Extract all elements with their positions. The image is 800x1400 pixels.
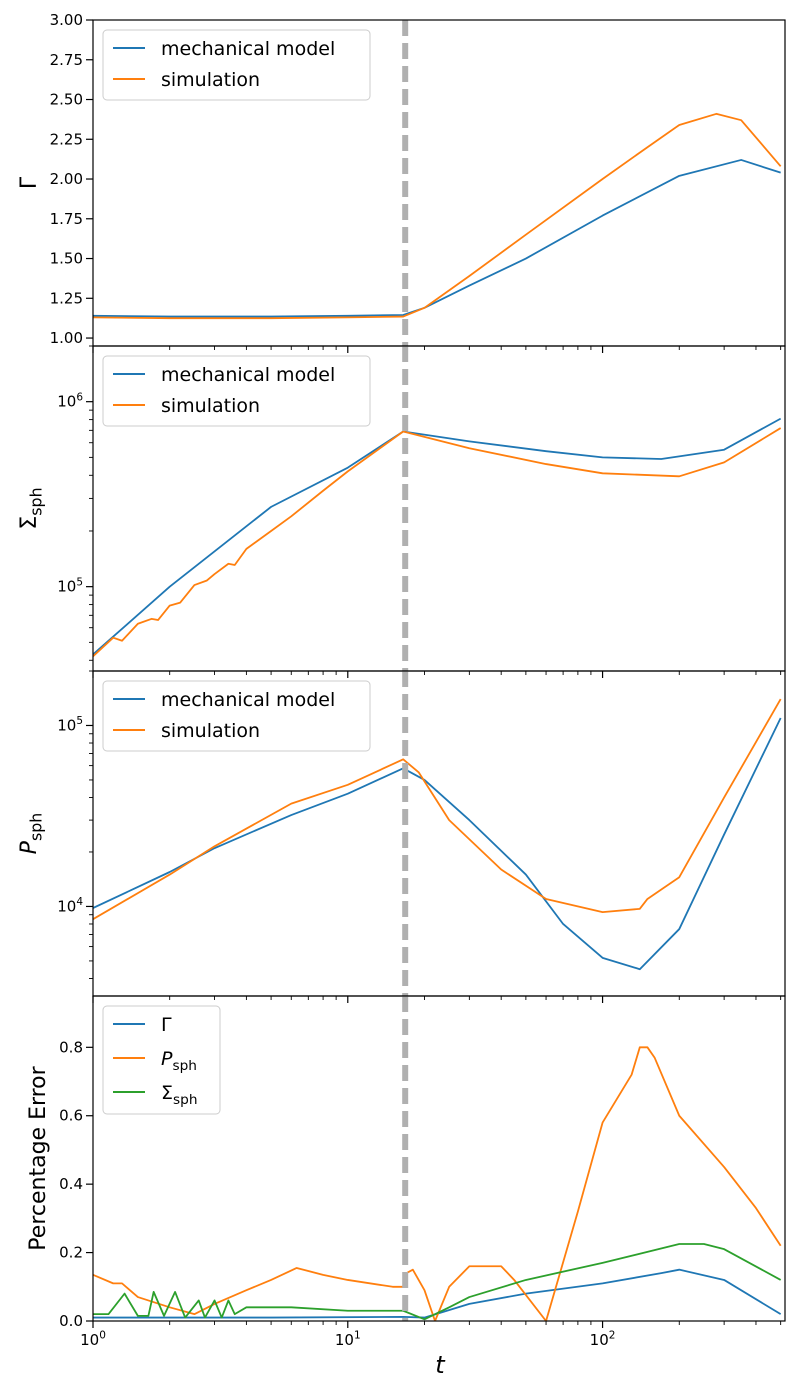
legend: mechanical model simulation — [102, 29, 371, 101]
legend-box — [102, 355, 371, 427]
series-line — [93, 698, 782, 920]
y-tick-label: 1.75 — [50, 210, 83, 228]
legend-label: Psph — [161, 1048, 197, 1074]
y-axis-label: Γ — [17, 176, 42, 189]
x-tick-label: 101 — [335, 1330, 361, 1349]
legend-label: mechanical model — [161, 689, 335, 711]
y-tick-label: 1.25 — [50, 289, 83, 307]
x-tick-label: 100 — [80, 1330, 106, 1349]
y-tick-label: 1.50 — [50, 250, 83, 268]
y-tick-label: 106 — [57, 391, 83, 410]
legend-label: Σsph — [161, 1082, 197, 1108]
y-tick-label: 1.00 — [50, 329, 83, 347]
y-tick-label: 0.6 — [59, 1107, 83, 1125]
legend-label: Γ — [161, 1014, 172, 1036]
legend-box — [102, 29, 371, 101]
series-line — [93, 717, 782, 971]
y-tick-label: 2.25 — [50, 130, 83, 148]
y-tick-label: 0.0 — [59, 1312, 83, 1330]
axes-frame — [92, 995, 786, 1322]
y-tick-label: 2.50 — [50, 91, 83, 109]
panel-error: 0.0 0.2 0.4 0.6 0.8 100 101 102 Percentage Error… — [26, 995, 786, 1349]
y-axis-label: Psph — [17, 813, 46, 855]
legend: Γ Psph Σsph — [102, 1005, 221, 1115]
y-tick-label: 2.75 — [50, 51, 83, 69]
legend-label: mechanical model — [161, 364, 335, 386]
y-tick-label: 105 — [57, 715, 83, 734]
legend-label: mechanical model — [161, 38, 335, 60]
y-tick-label: 0.2 — [59, 1244, 83, 1262]
panels: 1.00 1.25 1.50 1.75 2.00 2.25 2.50 2.75 3.00 Γmec… — [17, 11, 786, 1349]
series-line — [93, 427, 782, 658]
panel-pressure: 104 105 Psph mechanical model simulation — [17, 670, 786, 1003]
series-line — [93, 417, 782, 656]
series-line — [93, 1046, 782, 1321]
y-tick-label: 104 — [57, 896, 83, 915]
legend: mechanical model simulation — [102, 680, 371, 752]
y-tick-label: 105 — [57, 576, 83, 595]
y-tick-label: 0.8 — [59, 1038, 83, 1056]
panel-sigma: 105 106 Σsph mechanical model simulation — [17, 345, 786, 678]
panel-gamma: 1.00 1.25 1.50 1.75 2.00 2.25 2.50 2.75 3.00 Γmec… — [17, 11, 786, 353]
x-axis-label: t — [435, 1351, 446, 1379]
legend-label: simulation — [161, 720, 260, 742]
legend-box — [102, 1005, 221, 1115]
y-axis-label: Percentage Error — [26, 1065, 51, 1250]
y-axis-label: Σsph — [17, 487, 46, 529]
series-line — [93, 159, 781, 318]
y-tick-label: 0.4 — [59, 1175, 83, 1193]
series-line — [93, 112, 782, 320]
legend-label: simulation — [161, 69, 260, 91]
y-tick-label: 2.00 — [50, 170, 83, 188]
legend-label: simulation — [161, 395, 260, 417]
legend-box — [102, 680, 371, 752]
legend: mechanical model simulation — [102, 355, 371, 427]
y-tick-label: 3.00 — [50, 11, 83, 29]
series-line — [93, 1243, 782, 1321]
x-tick-label: 102 — [590, 1330, 616, 1349]
